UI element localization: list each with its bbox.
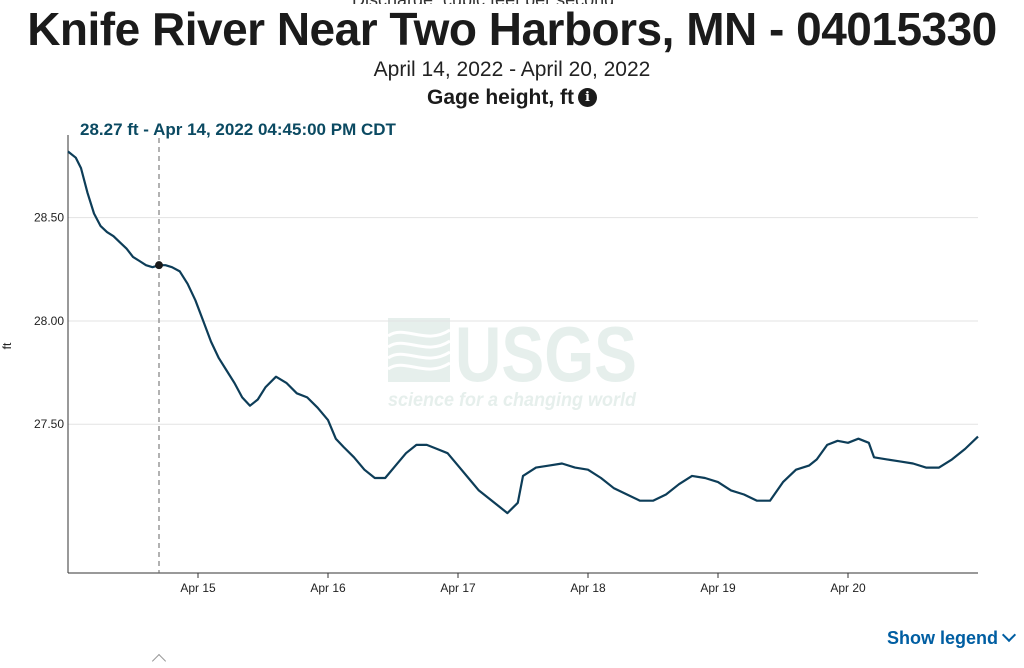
- x-tick-label: Apr 15: [180, 581, 216, 595]
- y-tick-label: 28.00: [34, 314, 64, 328]
- x-tick-label: Apr 17: [440, 581, 476, 595]
- x-tick-label: Apr 16: [310, 581, 346, 595]
- show-legend-button[interactable]: Show legend: [887, 628, 1014, 649]
- cursor-point: [155, 261, 163, 269]
- watermark-tagline: science for a changing world: [388, 390, 636, 411]
- y-tick-label: 28.50: [34, 211, 64, 225]
- watermark-logo-text: USGS: [455, 310, 637, 398]
- y-tick-label: 27.50: [34, 417, 64, 431]
- x-tick-label: Apr 20: [830, 581, 866, 595]
- show-legend-label: Show legend: [887, 628, 998, 648]
- cursor-tooltip: 28.27 ft - Apr 14, 2022 04:45:00 PM CDT: [80, 120, 396, 140]
- y-axis-label: ft: [0, 342, 14, 349]
- hydrograph-chart[interactable]: USGSscience for a changing world 27.50 28.…: [0, 0, 1024, 663]
- x-tick-label: Apr 18: [570, 581, 606, 595]
- usgs-logo-icon: [388, 318, 450, 382]
- chevron-down-icon: [1002, 628, 1016, 642]
- x-tick-label: Apr 19: [700, 581, 736, 595]
